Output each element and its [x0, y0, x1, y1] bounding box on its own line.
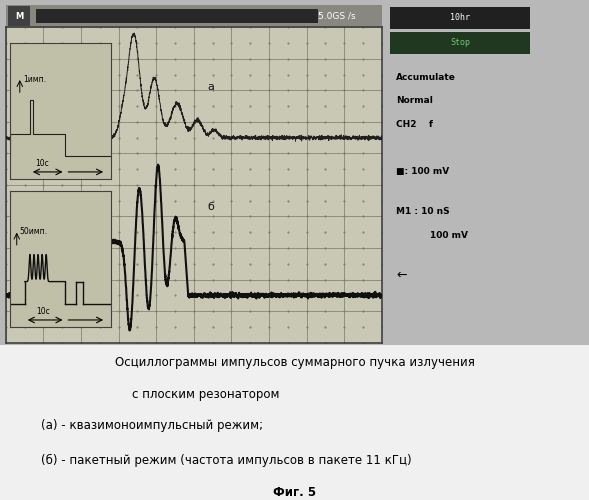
Text: 100 mV: 100 mV	[431, 231, 468, 240]
Text: Accumulate: Accumulate	[396, 72, 456, 82]
Text: M1 : 10 nS: M1 : 10 nS	[396, 208, 450, 216]
Text: ■: 100 mV: ■: 100 mV	[396, 167, 449, 176]
Bar	[391, 32, 530, 54]
Text: Stop: Stop	[450, 38, 470, 48]
Text: Фиг. 5: Фиг. 5	[273, 486, 316, 499]
Text: 10hr: 10hr	[450, 13, 470, 22]
Text: а: а	[207, 82, 214, 92]
Text: Normal: Normal	[396, 96, 434, 105]
Text: ←: ←	[396, 268, 407, 281]
Bar	[8, 6, 30, 26]
Text: 5.0GS /s: 5.0GS /s	[318, 12, 355, 20]
Text: (б) - пакетный режим (частота импульсов в пакете 11 кГц): (б) - пакетный режим (частота импульсов …	[41, 454, 412, 466]
Bar	[36, 10, 318, 23]
Bar	[391, 6, 530, 29]
Text: CH2    f: CH2 f	[396, 120, 434, 128]
Text: б: б	[207, 202, 214, 212]
Text: (а) - квазимоноимпульсный режим;: (а) - квазимоноимпульсный режим;	[41, 420, 263, 432]
Text: M: M	[15, 12, 23, 20]
Text: Осциллограммы импульсов суммарного пучка излучения: Осциллограммы импульсов суммарного пучка…	[115, 356, 474, 369]
Text: с плоским резонатором: с плоским резонатором	[133, 388, 280, 402]
